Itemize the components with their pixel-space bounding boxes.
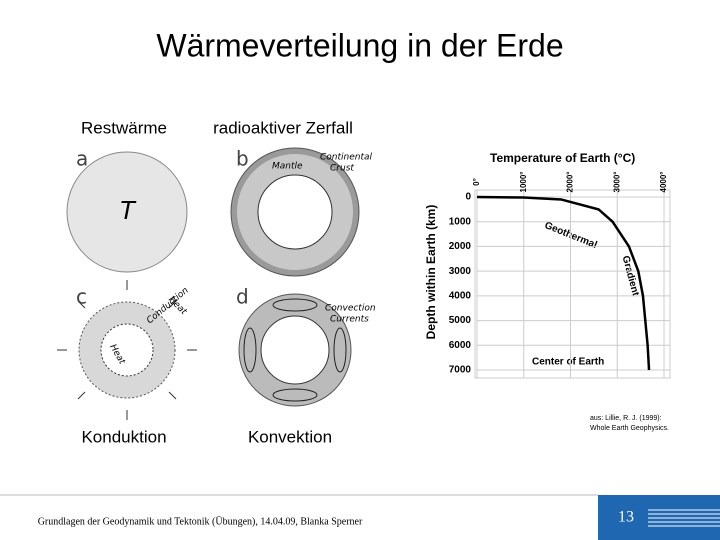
geotherm-line <box>476 195 651 371</box>
earth-circle <box>66 151 188 273</box>
label: Konvektion <box>248 427 332 446</box>
annotation: Center of Earth <box>532 357 604 368</box>
y-tick-label: 7000 <box>449 365 472 376</box>
diagram-label: Continental <box>320 153 373 163</box>
y-tick-label: 3000 <box>449 266 472 277</box>
x-tick-label: 2000° <box>566 172 575 193</box>
diagram-label: Mantle <box>272 162 303 172</box>
source: aus: Lillie, R. J. (1999): <box>590 415 662 422</box>
footer: Grundlagen der Geodynamik und Tektonik (… <box>38 515 363 527</box>
label: radioaktiver Zerfall <box>213 118 353 137</box>
symbol: T <box>119 195 137 225</box>
y-tick-label: 2000 <box>449 241 472 252</box>
y-tick-label: 5000 <box>449 315 472 326</box>
slide-title: Wärmeverteilung in der Erde <box>156 27 563 63</box>
diagram-label: Convection <box>325 304 376 314</box>
core <box>257 174 333 250</box>
label: Restwärme <box>81 118 167 137</box>
diagram-letter: b <box>236 147 249 171</box>
x-tick-label: 4000° <box>659 172 668 193</box>
diagram-letter: d <box>236 285 249 309</box>
annotation: Gradient <box>620 255 641 298</box>
core <box>100 323 154 377</box>
diagram-label: Currents <box>330 315 369 325</box>
label: Konduktion <box>81 427 166 446</box>
y-axis-label: Depth within Earth (km) <box>424 205 438 340</box>
plot-frame <box>474 189 671 379</box>
y-tick-label: 4000 <box>449 290 472 301</box>
x-tick-label: 3000° <box>612 172 621 193</box>
convection-cells <box>243 298 347 402</box>
chart-title: Temperature of Earth (°C) <box>490 151 635 165</box>
y-tick-label: 1000 <box>449 216 472 227</box>
source: Whole Earth Geophysics. <box>590 425 669 432</box>
core <box>260 315 330 385</box>
diagram-letter: c <box>76 285 87 309</box>
logo-stripes <box>648 509 720 527</box>
heat-arrows <box>57 280 197 420</box>
y-tick-label: 0 <box>465 192 471 203</box>
diagram-letter: a <box>76 147 88 171</box>
page-number: 13 <box>618 509 634 526</box>
y-tick-label: 6000 <box>449 340 472 351</box>
x-tick-label: 1000° <box>519 172 528 193</box>
x-tick-label: 0° <box>472 178 481 186</box>
diagram-label: Crust <box>330 164 354 174</box>
